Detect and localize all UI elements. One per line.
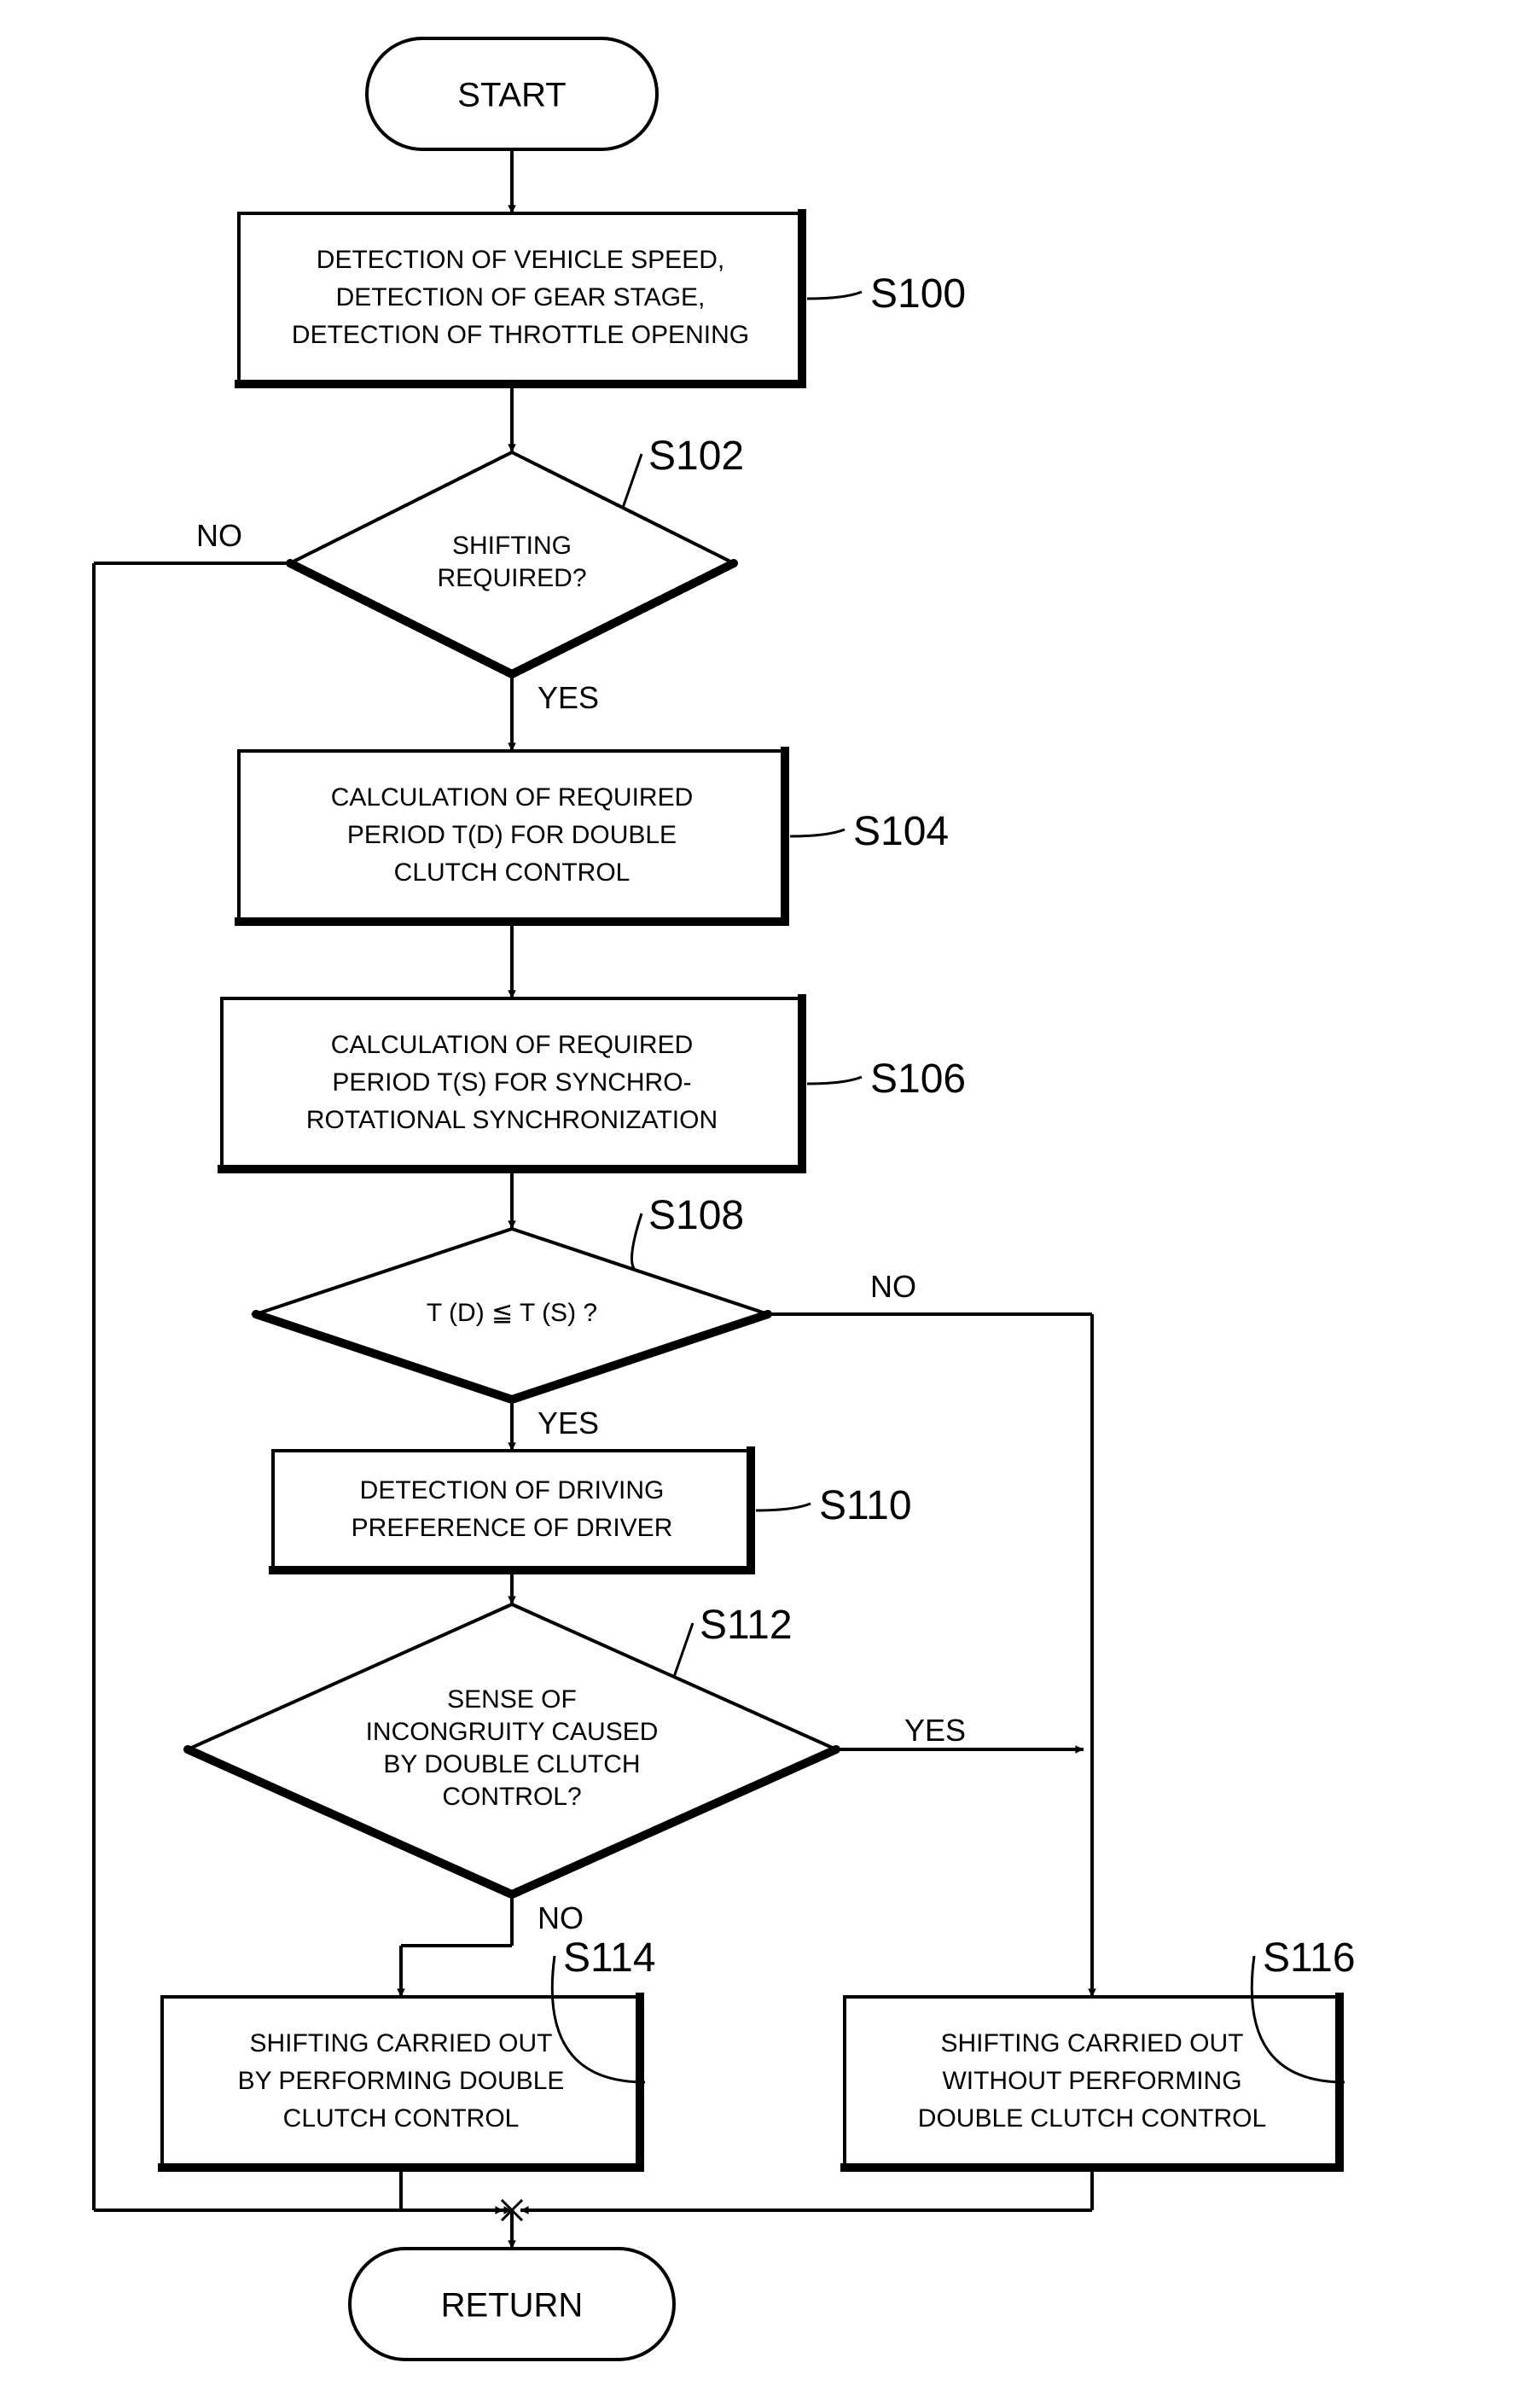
decision-s112-line1: INCONGRUITY CAUSED xyxy=(366,1718,659,1746)
decision-s108-yes: YES xyxy=(538,1405,599,1440)
process-s116-line0: SHIFTING CARRIED OUT xyxy=(940,2029,1243,2057)
process-s104-line2: CLUTCH CONTROL xyxy=(394,858,631,887)
process-s116-line1: WITHOUT PERFORMING xyxy=(942,2067,1241,2095)
process-s106-line0: CALCULATION OF REQUIRED xyxy=(331,1031,694,1059)
decision-s102-yes: YES xyxy=(538,680,599,715)
step-label-s102: S102 xyxy=(648,434,744,479)
step-label-s114: S114 xyxy=(563,1935,656,1981)
decision-s102: SHIFTING REQUIRED? S102 YES NO xyxy=(196,434,744,715)
process-s110-line1: PREFERENCE OF DRIVER xyxy=(352,1514,673,1542)
process-s104: CALCULATION OF REQUIRED PERIOD T(D) FOR D… xyxy=(239,751,949,922)
decision-s102-line0: SHIFTING xyxy=(452,532,572,560)
step-label-s104: S104 xyxy=(853,809,949,854)
step-label-s106: S106 xyxy=(870,1056,966,1102)
start-terminal: START xyxy=(367,38,657,149)
decision-s102-no: NO xyxy=(196,518,242,553)
process-s114: SHIFTING CARRIED OUT BY PERFORMING DOUBLE… xyxy=(162,1935,656,2168)
process-s114-line0: SHIFTING CARRIED OUT xyxy=(249,2029,552,2057)
process-s100-line2: DETECTION OF THROTTLE OPENING xyxy=(292,321,749,349)
process-s116: SHIFTING CARRIED OUT WITHOUT PERFORMING DO… xyxy=(845,1935,1356,2168)
step-label-s112: S112 xyxy=(700,1603,793,1648)
return-terminal-label: RETURN xyxy=(441,2287,584,2325)
process-s106-line2: ROTATIONAL SYNCHRONIZATION xyxy=(306,1106,718,1134)
step-label-s116: S116 xyxy=(1263,1935,1356,1981)
start-terminal-label: START xyxy=(457,77,566,114)
decision-s102-line1: REQUIRED? xyxy=(437,564,586,592)
decision-s108-line0: T (D) ≦ T (S) ? xyxy=(427,1299,597,1327)
process-s110: DETECTION OF DRIVING PREFERENCE OF DRIVER… xyxy=(273,1451,912,1570)
step-label-s108: S108 xyxy=(648,1193,744,1238)
step-label-s110: S110 xyxy=(819,1483,912,1528)
process-s100-line1: DETECTION OF GEAR STAGE, xyxy=(336,283,706,311)
decision-s112-no: NO xyxy=(538,1900,584,1935)
decision-s108: T (D) ≦ T (S) ? S108 YES NO xyxy=(256,1193,916,1440)
process-s114-line2: CLUTCH CONTROL xyxy=(283,2104,520,2133)
decision-s112-line2: BY DOUBLE CLUTCH xyxy=(383,1750,640,1778)
process-s100-line0: DETECTION OF VEHICLE SPEED, xyxy=(317,246,724,274)
step-label-s100: S100 xyxy=(870,271,966,317)
process-s100: DETECTION OF VEHICLE SPEED, DETECTION OF … xyxy=(239,213,966,384)
decision-s112-yes: YES xyxy=(904,1713,966,1748)
process-s110-line0: DETECTION OF DRIVING xyxy=(360,1476,665,1504)
process-s114-line1: BY PERFORMING DOUBLE xyxy=(238,2067,565,2095)
decision-s112: SENSE OF INCONGRUITY CAUSED BY DOUBLE CLUT… xyxy=(188,1603,966,1935)
decision-s112-line3: CONTROL? xyxy=(442,1783,581,1811)
process-s116-line2: DOUBLE CLUTCH CONTROL xyxy=(918,2104,1266,2133)
process-s106-line1: PERIOD T(S) FOR SYNCHRO- xyxy=(332,1068,691,1097)
process-s106: CALCULATION OF REQUIRED PERIOD T(S) FOR S… xyxy=(222,998,966,1169)
process-s104-line0: CALCULATION OF REQUIRED xyxy=(331,783,694,812)
return-terminal: RETURN xyxy=(350,2249,674,2360)
process-s104-line1: PERIOD T(D) FOR DOUBLE xyxy=(347,821,677,849)
decision-s108-no: NO xyxy=(870,1269,916,1304)
decision-s112-line0: SENSE OF xyxy=(447,1685,577,1714)
